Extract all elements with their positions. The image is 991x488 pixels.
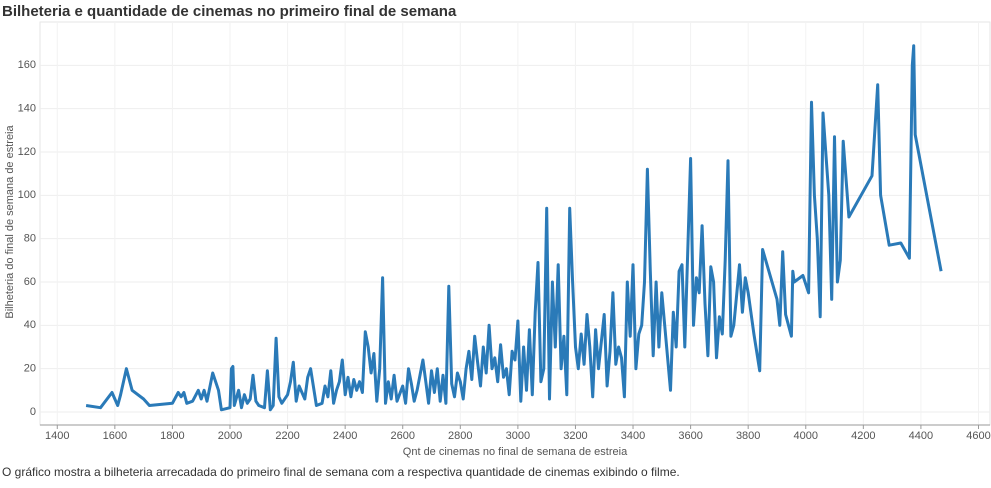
x-tick-label: 3000 — [506, 430, 530, 442]
y-tick-label: 160 — [18, 59, 36, 71]
x-tick-label: 2800 — [448, 430, 472, 442]
y-tick-label: 0 — [30, 406, 36, 418]
x-tick-label: 3600 — [678, 430, 702, 442]
x-tick-label: 2600 — [390, 430, 414, 442]
x-tick-label: 4400 — [909, 430, 933, 442]
y-tick-label: 60 — [24, 276, 36, 288]
x-tick-label: 3800 — [736, 430, 760, 442]
x-tick-label: 4600 — [966, 430, 990, 442]
y-tick-label: 20 — [24, 363, 36, 375]
x-tick-label: 2200 — [275, 430, 299, 442]
y-tick-label: 40 — [24, 319, 36, 331]
x-tick-label: 4200 — [851, 430, 875, 442]
x-tick-label: 4000 — [794, 430, 818, 442]
x-tick-label: 1400 — [45, 430, 69, 442]
y-tick-label: 80 — [24, 233, 36, 245]
x-axis-label: Qnt de cinemas no final de semana de est… — [403, 446, 628, 458]
y-axis-label: Bilheteria do final de semana de estreia — [4, 125, 16, 319]
x-tick-label: 2000 — [218, 430, 242, 442]
x-tick-label: 3400 — [621, 430, 645, 442]
y-tick-label: 120 — [18, 146, 36, 158]
x-tick-label: 2400 — [333, 430, 357, 442]
y-tick-label: 140 — [18, 103, 36, 115]
y-tick-label: 100 — [18, 189, 36, 201]
data-line — [85, 44, 943, 412]
x-tick-label: 1600 — [103, 430, 127, 442]
chart-title: Bilheteria e quantidade de cinemas no pr… — [2, 3, 457, 20]
x-tick-label: 1800 — [160, 430, 184, 442]
x-tick-label: 3200 — [563, 430, 587, 442]
plot-area — [39, 21, 991, 426]
caption: O gráfico mostra a bilheteria arrecadada… — [2, 465, 680, 479]
